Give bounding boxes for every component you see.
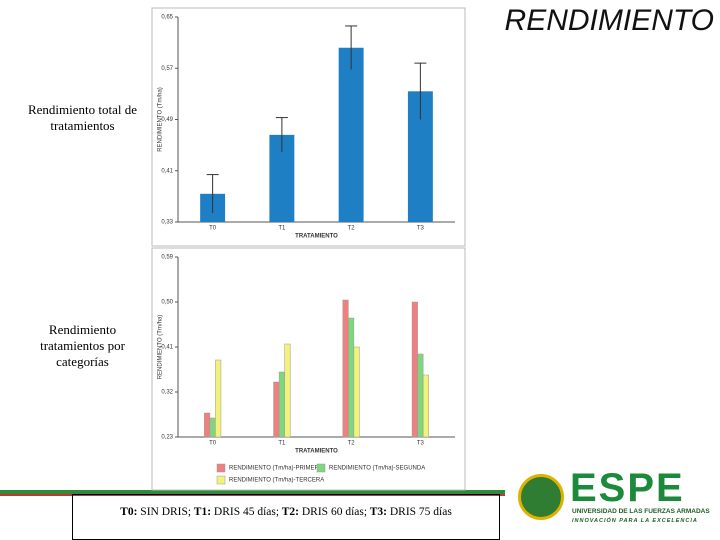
- y-tick-label: 0,32: [161, 390, 173, 396]
- footnote-code: T2:: [279, 506, 299, 518]
- y-tick-label: 0,57: [161, 66, 173, 72]
- bar: [422, 374, 429, 438]
- bar: [342, 299, 349, 438]
- bar: [215, 359, 222, 438]
- slide-title: RENDIMIENTO: [504, 4, 714, 37]
- logo-university: UNIVERSIDAD DE LAS FUERZAS ARMADAS: [572, 508, 710, 515]
- y-tick-label: 0,65: [161, 15, 173, 21]
- footnote-text: DRIS 75 días: [386, 506, 452, 518]
- x-tick-label: T0: [209, 226, 217, 232]
- bar: [417, 353, 424, 438]
- y-tick-label: 0,33: [161, 220, 173, 226]
- y-tick-label: 0,50: [161, 300, 173, 306]
- y-tick-label: 0,41: [161, 345, 173, 351]
- footnote-text: DRIS 45 días;: [211, 506, 280, 518]
- x-axis-label: TRATAMIENTO: [295, 449, 338, 455]
- y-axis-label: RENDIMIENTO (Tm/ha): [158, 315, 164, 380]
- y-tick-label: 0,49: [161, 117, 173, 123]
- bar: [273, 381, 280, 438]
- bar: [284, 343, 291, 438]
- bar: [209, 417, 216, 438]
- footnote-code: T0:: [120, 506, 138, 518]
- bar: [353, 346, 360, 438]
- legend-label: RENDIMIENTO (Tm/ha)-SEGUNDA: [329, 466, 425, 472]
- bottom-stripe: [0, 490, 505, 496]
- x-axis-label: TRATAMIENTO: [295, 234, 338, 240]
- x-tick-label: T1: [278, 441, 286, 447]
- y-tick-label: 0,59: [161, 255, 173, 261]
- legend-swatch: [216, 475, 226, 485]
- footnote-text: DRIS 60 días;: [299, 506, 368, 518]
- bar: [204, 412, 211, 438]
- x-tick-label: T2: [348, 441, 356, 447]
- bar: [338, 47, 364, 222]
- logo-motto: INNOVACIÓN PARA LA EXCELENCIA: [572, 518, 698, 524]
- x-tick-label: T0: [209, 441, 217, 447]
- footnote-text: SIN DRIS;: [137, 506, 192, 518]
- footnote-code: T1:: [191, 506, 212, 518]
- legend-swatch: [316, 463, 326, 473]
- side-label: Rendimiento tratamientos por categorías: [40, 322, 125, 369]
- bar: [411, 301, 418, 438]
- x-tick-label: T3: [417, 441, 425, 447]
- bar: [278, 371, 285, 438]
- legend-label: RENDIMIENTO (Tm/ha)-TERCERA: [229, 478, 324, 484]
- bar: [348, 317, 355, 438]
- x-tick-label: T1: [278, 226, 286, 232]
- y-axis-label: RENDIMIENTO (Tm/ha): [158, 87, 164, 152]
- logo-name: ESPE: [570, 466, 685, 510]
- legend-label: RENDIMIENTO (Tm/ha)-PRIMERA: [229, 466, 323, 472]
- x-tick-label: T3: [417, 226, 425, 232]
- legend-swatch: [216, 463, 226, 473]
- side-label: Rendimiento total de tratamientos: [27, 102, 138, 133]
- logo-emblem: [518, 474, 564, 520]
- footnote-code: T3:: [367, 506, 387, 518]
- x-tick-label: T2: [348, 226, 356, 232]
- y-tick-label: 0,23: [161, 435, 173, 441]
- y-tick-label: 0,41: [161, 168, 173, 174]
